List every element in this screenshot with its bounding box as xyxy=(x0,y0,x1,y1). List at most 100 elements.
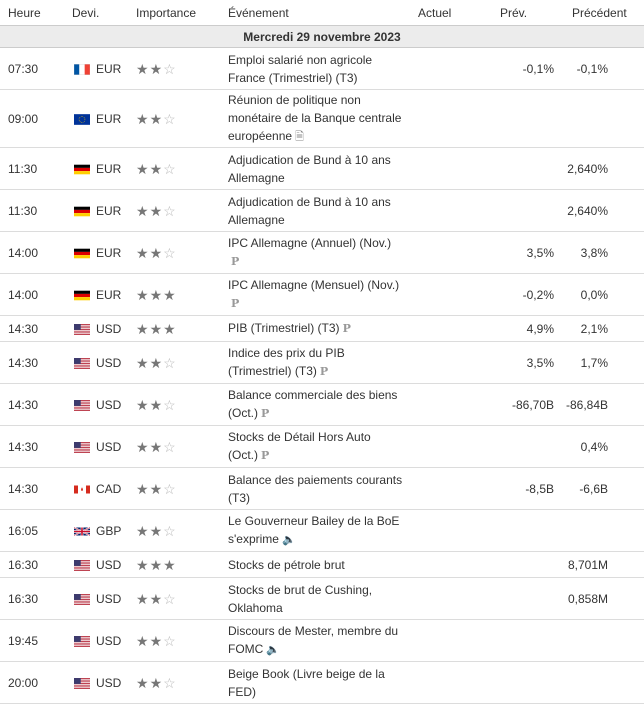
document-icon[interactable]: 🗎 xyxy=(295,131,304,143)
event-row[interactable]: 09:00 EUR ★★☆ Réunion de politique non monét… xyxy=(0,89,644,148)
event-line: européenne xyxy=(228,129,293,143)
star-filled-icon: ★ xyxy=(149,674,164,691)
event-line: Oklahoma xyxy=(228,600,283,615)
event-line: (Trimestriel) (T3) xyxy=(228,364,317,378)
header-event[interactable]: Événement xyxy=(228,0,418,26)
event-actual xyxy=(418,341,490,384)
currency-code: EUR xyxy=(96,111,122,126)
importance-stars: ★★☆ xyxy=(136,425,228,468)
event-currency: USD xyxy=(72,383,136,426)
event-forecast xyxy=(490,425,562,468)
preliminary-icon[interactable]: P xyxy=(231,255,240,268)
event-row[interactable]: 11:30 EUR ★★☆ Adjudication de Bund à 10 ans… xyxy=(0,147,644,190)
event-name[interactable]: Balance commerciale des biens (Oct.) P xyxy=(228,383,418,426)
event-name[interactable]: IPC Allemagne (Mensuel) (Nov.) P xyxy=(228,273,418,316)
event-name[interactable]: Adjudication de Bund à 10 ans Allemagne xyxy=(228,189,418,232)
star-empty-icon: ☆ xyxy=(163,480,177,497)
event-forecast: -0,1% xyxy=(490,47,562,90)
event-time: 20:00 xyxy=(0,661,72,704)
header-actual[interactable]: Actuel xyxy=(418,0,490,26)
importance-stars: ★★☆ xyxy=(136,577,228,620)
event-currency: EUR xyxy=(72,273,136,316)
event-previous: 8,701M xyxy=(562,551,644,578)
header-time[interactable]: Heure xyxy=(0,0,72,26)
event-previous: 0,0% xyxy=(562,273,644,316)
star-filled-icon: ★ xyxy=(149,160,164,177)
event-row[interactable]: 14:30 USD ★★☆ Indice des prix du PIB (Trimes… xyxy=(0,341,644,384)
us-flag-icon xyxy=(72,592,96,606)
event-line: Emploi salarié non agricole xyxy=(228,52,373,67)
header-previous[interactable]: Précédent xyxy=(562,0,644,26)
event-time: 14:30 xyxy=(0,425,72,468)
header-forecast[interactable]: Prév. xyxy=(490,0,562,26)
event-name[interactable]: Indice des prix du PIB (Trimestriel) (T3)… xyxy=(228,341,418,384)
preliminary-icon[interactable]: P xyxy=(342,322,351,335)
star-filled-icon: ★ xyxy=(136,110,150,127)
star-filled-icon: ★ xyxy=(136,590,150,607)
event-row[interactable]: 14:00 EUR ★★☆ IPC Allemagne (Annuel) (Nov.)… xyxy=(0,231,644,274)
event-forecast xyxy=(490,189,562,232)
star-filled-icon: ★ xyxy=(136,202,150,219)
currency-code: EUR xyxy=(96,287,122,302)
event-forecast: -86,70B xyxy=(490,383,562,426)
speaker-icon[interactable]: 🔈 xyxy=(266,644,281,656)
event-name[interactable]: PIB (Trimestriel) (T3) P xyxy=(228,315,418,342)
event-name[interactable]: Stocks de pétrole brut xyxy=(228,551,418,578)
event-row[interactable]: 20:00 USD ★★☆ Beige Book (Livre beige de la… xyxy=(0,661,644,704)
event-name[interactable]: Beige Book (Livre beige de la FED) xyxy=(228,661,418,704)
event-name[interactable]: Le Gouverneur Bailey de la BoE s'exprime 🔈 xyxy=(228,509,418,552)
event-name[interactable]: Adjudication de Bund à 10 ans Allemagne xyxy=(228,147,418,190)
event-actual xyxy=(418,273,490,316)
event-row[interactable]: 07:30 EUR ★★☆ Emploi salarié non agricole Fr… xyxy=(0,47,644,90)
star-filled-icon: ★ xyxy=(149,110,164,127)
de-flag-icon xyxy=(72,246,96,260)
event-row[interactable]: 14:30 USD ★★☆ Balance commerciale des biens… xyxy=(0,383,644,426)
event-name[interactable]: Réunion de politique non monétaire de la … xyxy=(228,89,418,148)
event-row[interactable]: 14:30 USD ★★☆ Stocks de Détail Hors Auto (Oc… xyxy=(0,425,644,468)
event-row[interactable]: 16:30 USD ★★★ Stocks de pétrole brut 8,701M xyxy=(0,551,644,578)
event-line: IPC Allemagne (Mensuel) (Nov.) xyxy=(228,278,400,292)
speaker-icon[interactable]: 🔈 xyxy=(281,534,296,546)
event-currency: USD xyxy=(72,619,136,662)
event-line: Allemagne xyxy=(228,212,285,227)
event-row[interactable]: 11:30 EUR ★★☆ Adjudication de Bund à 10 ans… xyxy=(0,189,644,232)
preliminary-icon[interactable]: P xyxy=(231,297,240,310)
event-time: 14:30 xyxy=(0,341,72,384)
star-empty-icon: ☆ xyxy=(163,160,177,177)
event-name[interactable]: Balance des paiements courants (T3) xyxy=(228,467,418,510)
event-row[interactable]: 16:05 GBP ★★☆ Le Gouverneur Bailey de la Bo… xyxy=(0,509,644,552)
event-line: Stocks de pétrole brut xyxy=(228,557,345,572)
preliminary-icon[interactable]: P xyxy=(319,365,329,378)
event-forecast xyxy=(490,661,562,704)
header-importance[interactable]: Importance xyxy=(136,0,228,26)
event-forecast: -8,5B xyxy=(490,467,562,510)
event-name[interactable]: Stocks de brut de Cushing, Oklahoma xyxy=(228,577,418,620)
importance-stars: ★★☆ xyxy=(136,383,228,426)
header-currency[interactable]: Devi. xyxy=(72,0,136,26)
event-name[interactable]: Emploi salarié non agricole France (Trime… xyxy=(228,47,418,90)
preliminary-icon[interactable]: P xyxy=(261,449,270,462)
event-row[interactable]: 14:00 EUR ★★★ IPC Allemagne (Mensuel) (Nov.… xyxy=(0,273,644,316)
event-name[interactable]: Discours de Mester, membre du FOMC 🔈 xyxy=(228,619,418,662)
event-name[interactable]: Stocks de Détail Hors Auto (Oct.) P xyxy=(228,425,418,468)
de-flag-icon xyxy=(72,288,96,302)
event-previous xyxy=(562,619,644,662)
event-line: Réunion de politique non xyxy=(228,93,361,107)
event-line: Adjudication de Bund à 10 ans xyxy=(228,152,391,167)
event-forecast: 3,5% xyxy=(490,341,562,384)
currency-code: EUR xyxy=(96,161,122,176)
currency-code: USD xyxy=(96,355,122,370)
event-currency: USD xyxy=(72,661,136,704)
event-row[interactable]: 19:45 USD ★★☆ Discours de Mester, membre du… xyxy=(0,619,644,662)
event-name[interactable]: IPC Allemagne (Annuel) (Nov.) P xyxy=(228,231,418,274)
event-row[interactable]: 14:30 CAD ★★☆ Balance des paiements courant… xyxy=(0,467,644,510)
star-empty-icon: ☆ xyxy=(163,244,177,261)
event-row[interactable]: 16:30 USD ★★☆ Stocks de brut de Cushing, Okl… xyxy=(0,577,644,620)
star-filled-icon: ★ xyxy=(163,286,177,303)
event-currency: EUR xyxy=(72,89,136,148)
event-row[interactable]: 14:30 USD ★★★ PIB (Trimestriel) (T3) P 4,9% 2,… xyxy=(0,315,644,342)
event-forecast xyxy=(490,147,562,190)
preliminary-icon[interactable]: P xyxy=(261,407,270,420)
event-actual xyxy=(418,231,490,274)
us-flag-icon xyxy=(72,558,96,572)
